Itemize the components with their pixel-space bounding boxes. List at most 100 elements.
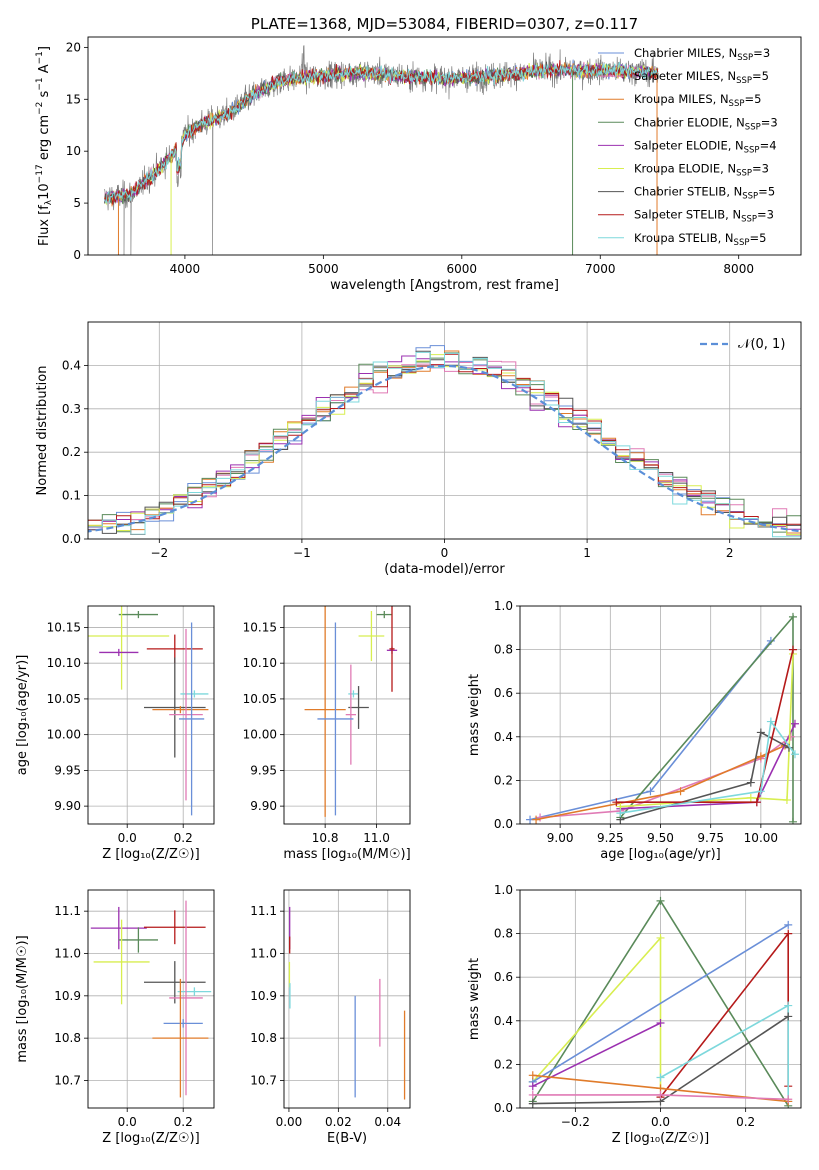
age_vs_Z-errorbar-chabrier_stelib xyxy=(144,657,206,758)
weight_vs_Z-marker-salpeter_miles xyxy=(656,1090,665,1099)
spectrum-legend: Chabrier MILES, NSSP=3 Salpeter MILES, NS… xyxy=(598,46,778,248)
weight_vs_age-ytick-label: 0.2 xyxy=(494,773,513,787)
weight_vs_age-marker-kroupa_stelib xyxy=(756,787,765,796)
weight_vs_Z-frame xyxy=(519,889,802,1109)
spectrum-ytick-label: 15 xyxy=(66,92,81,106)
weight_vs_Z-marker-salpeter_stelib xyxy=(784,929,793,938)
weight_vs_Z-xtick-label: 0.2 xyxy=(736,1115,755,1129)
spectrum-ylabel: Flux [fλ10−17 erg cm−2 s−1 A−1] xyxy=(35,46,54,246)
weight_vs_age-panel: 9.00 9.25 9.50 9.75 10.00 0.0 0.2 0.4 0.6 0.8 1.0 a… xyxy=(467,599,802,862)
residuals-ytick-label: 0.4 xyxy=(62,358,81,372)
spectrum-title: PLATE=1368, MJD=53084, FIBERID=0307, z=0… xyxy=(251,15,638,33)
age_vs_Z-errorbar-chabrier_miles xyxy=(179,622,205,816)
weight_vs_age-ytick-label: 0.6 xyxy=(494,686,513,700)
weight_vs_Z-ytick-label: 0.2 xyxy=(494,1057,513,1071)
weight_vs_age-ytick-label: 1.0 xyxy=(494,599,513,613)
weight_vs_age-marker-kroupa_stelib xyxy=(616,809,625,818)
weight_vs_age-ytick-label: 0.0 xyxy=(494,817,513,831)
age_vs_Z-xtick-label: 0.0 xyxy=(118,831,137,845)
age_vs_mass-panel: 10.8 11.0 9.90 9.95 10.00 10.05 10.10 10.15 mass… xyxy=(243,605,411,862)
residuals-ylabel: Normed distribution xyxy=(35,366,50,496)
residuals-plot-area xyxy=(88,322,801,539)
mass_vs_Z-ytick-label: 10.9 xyxy=(54,989,81,1003)
mass_vs_EBV-ytick-label: 10.8 xyxy=(250,1031,277,1045)
age_vs_Z-xtick-label: 0.2 xyxy=(174,831,193,845)
mass_vs_EBV-ytick-label: 10.7 xyxy=(250,1073,277,1087)
weight_vs_age-xtick-label: 9.75 xyxy=(697,831,724,845)
residuals-xtick-label: −1 xyxy=(293,546,311,560)
age_vs_Z-ytick-label: 9.90 xyxy=(54,799,81,813)
residuals-panel: −2 −1 0 1 2 0.0 0.1 0.2 0.3 0.4 (data-model)/error… xyxy=(35,321,802,577)
age_vs_mass-xtick-label: 10.8 xyxy=(312,831,339,845)
weight_vs_age-marker-kroupa_stelib xyxy=(766,717,775,726)
spectrum-ytick-label: 0 xyxy=(73,248,81,262)
residuals-xtick-label: 2 xyxy=(726,546,734,560)
age_vs_mass-errorbar-kroupa_miles xyxy=(304,606,346,817)
age_vs_Z-errorbar-salpeter_elodie xyxy=(99,648,139,657)
residuals-xlabel: (data-model)/error xyxy=(384,562,505,577)
mass_vs_Z-ytick-label: 10.7 xyxy=(54,1073,81,1087)
weight_vs_age-marker-salpeter_miles xyxy=(536,813,545,822)
mass_vs_Z-panel: 0.0 0.2 10.7 10.8 10.9 11.0 11.1 Z [log₁₀(Z/Z☉)… xyxy=(15,889,215,1146)
weight_vs_Z-series-salpeter_elodie xyxy=(532,1022,661,1087)
weight_vs_Z-marker-chabrier_stelib xyxy=(528,1099,537,1108)
weight_vs_age-marker-chabrier_elodie xyxy=(788,817,797,824)
weight_vs_age-ytick-label: 0.4 xyxy=(494,730,513,744)
weight_vs_Z-marker-chabrier_miles xyxy=(784,920,793,929)
residuals-frame xyxy=(87,321,802,540)
mass_vs_EBV-xlabel: E(B-V) xyxy=(327,1131,367,1146)
weight_vs_Z-marker-kroupa_miles xyxy=(528,1071,537,1080)
age_vs_Z-errorbar-salpeter_miles xyxy=(169,628,203,801)
mass_vs_Z-errorbar-kroupa_stelib xyxy=(177,987,212,996)
weight_vs_Z-ytick-label: 0.6 xyxy=(494,970,513,984)
mass_vs_Z-ytick-label: 11.1 xyxy=(54,904,81,918)
weight_vs_age-marker-kroupa_miles xyxy=(532,815,541,824)
mass_vs_Z-errorbar-salpeter_stelib xyxy=(144,910,206,945)
age_vs_mass-ytick-label: 9.90 xyxy=(250,799,277,813)
legend-entry-salpeter_stelib: Salpeter STELIB, NSSP=3 xyxy=(634,208,774,225)
residuals-xtick-label: 1 xyxy=(583,546,591,560)
weight_vs_age-marker-kroupa_stelib xyxy=(790,750,799,759)
spectrum-xtick-label: 4000 xyxy=(170,262,201,276)
age_vs_Z-ytick-label: 10.00 xyxy=(47,728,81,742)
mass_vs_Z-errorbar-kroupa_miles xyxy=(152,978,209,1098)
age_vs_mass-errorbar-chabrier_elodie xyxy=(376,611,392,619)
age_vs_mass-xlabel: mass [log₁₀(M/M☉)] xyxy=(283,847,410,862)
weight_vs_age-marker-salpeter_stelib xyxy=(612,798,621,807)
mass_vs_Z-plot-area xyxy=(88,890,214,1108)
age_vs_mass-ytick-label: 10.05 xyxy=(243,692,277,706)
mass_vs_Z-frame xyxy=(87,889,215,1109)
mass_vs_Z-ytick-label: 11.0 xyxy=(54,946,81,960)
mass_vs_Z-errorbar-salpeter_miles xyxy=(169,900,203,1096)
weight_vs_Z-plot-area xyxy=(520,890,801,1108)
age_vs_Z-errorbar-kroupa_elodie xyxy=(88,606,170,690)
age_vs_Z-panel: 0.0 0.2 9.90 9.95 10.00 10.05 10.10 10.15 Z [log… xyxy=(15,605,215,862)
mass_vs_EBV-ytick-label: 10.9 xyxy=(250,989,277,1003)
age_vs_Z-frame xyxy=(87,605,215,825)
mass_vs_Z-errorbar-chabrier_stelib xyxy=(144,961,206,1004)
weight_vs_age-xtick-label: 10.00 xyxy=(744,831,778,845)
weight_vs_Z-marker-salpeter_miles xyxy=(528,1090,537,1099)
weight_vs_Z-marker-salpeter_elodie xyxy=(656,1018,665,1027)
mass_vs_EBV-panel: 0.00 0.02 0.04 10.7 10.8 10.9 11.0 11.1 E(B-V) xyxy=(250,889,411,1146)
weight_vs_age-marker-chabrier_elodie xyxy=(788,612,797,621)
spectrum-xtick-label: 5000 xyxy=(308,262,339,276)
mass_vs_Z-xtick-label: 0.0 xyxy=(118,1115,137,1129)
weight_vs_age-series-salpeter_miles xyxy=(540,736,792,819)
spectrum-xlabel: wavelength [Angstrom, rest frame] xyxy=(330,278,559,293)
weight_vs_Z-marker-salpeter_elodie xyxy=(528,1082,537,1091)
spectrum-ytick-label: 5 xyxy=(73,196,81,210)
age_vs_mass-xtick-label: 11.0 xyxy=(363,831,390,845)
weight_vs_age-xlabel: age [log₁₀(age/yr)] xyxy=(600,847,721,862)
age_vs_Z-errorbar-kroupa_stelib xyxy=(180,690,209,698)
spectrum-panel: 4000 5000 6000 7000 8000 0 5 10 15 20 wavelength [… xyxy=(35,15,802,293)
mass_vs_EBV-ytick-label: 11.0 xyxy=(250,946,277,960)
weight_vs_Z-marker-chabrier_stelib xyxy=(784,1012,793,1021)
mass_vs_EBV-frame xyxy=(283,889,411,1109)
spectrum-model-kroupa_stelib xyxy=(104,61,658,204)
age_vs_Z-ylabel: age [log₁₀(age/yr)] xyxy=(15,655,30,776)
mass_vs_Z-ylabel: mass [log₁₀(M/M☉)] xyxy=(15,935,30,1062)
age_vs_mass-plot-area xyxy=(284,606,410,824)
age_vs_mass-ytick-label: 10.10 xyxy=(243,656,277,670)
mass_vs_Z-xtick-label: 0.2 xyxy=(174,1115,193,1129)
